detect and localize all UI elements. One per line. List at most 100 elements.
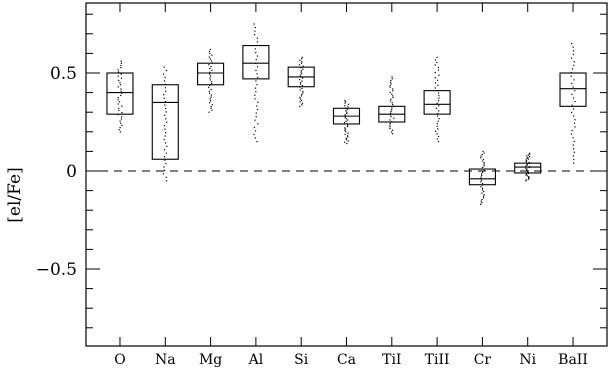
- box-iqr: [197, 62, 225, 86]
- data-point: [482, 195, 485, 197]
- data-point: [120, 62, 123, 64]
- x-tick-label: Na: [155, 352, 176, 368]
- data-point: [163, 166, 165, 168]
- data-point: [390, 131, 393, 133]
- data-point: [163, 66, 165, 68]
- data-point: [256, 83, 258, 86]
- data-point: [480, 157, 482, 159]
- data-point: [210, 60, 212, 62]
- data-point: [165, 90, 167, 92]
- data-point: [163, 97, 165, 99]
- data-point: [301, 84, 304, 87]
- data-point: [120, 90, 122, 92]
- data-point: [526, 157, 528, 159]
- data-point: [256, 55, 259, 57]
- data-point: [438, 95, 440, 97]
- data-point: [256, 41, 259, 43]
- data-point: [301, 80, 303, 82]
- data-point: [390, 112, 392, 114]
- data-point: [574, 100, 576, 103]
- data-point: [526, 163, 528, 165]
- data-point: [117, 99, 119, 101]
- data-point: [211, 54, 213, 56]
- data-point: [389, 84, 391, 87]
- data-point: [392, 95, 394, 97]
- data-point: [254, 34, 256, 36]
- data-point: [165, 152, 168, 154]
- x-tick-label: Ca: [337, 352, 356, 368]
- data-point: [164, 87, 166, 89]
- data-point: [392, 103, 394, 106]
- y-tick-label: 0.5: [50, 64, 77, 84]
- data-point: [389, 100, 392, 102]
- box-iqr: [514, 162, 542, 174]
- data-point: [573, 108, 575, 110]
- data-point: [390, 115, 392, 118]
- data-point: [254, 137, 256, 139]
- data-point: [118, 79, 120, 82]
- data-point: [210, 75, 212, 77]
- data-point: [117, 75, 119, 77]
- data-point: [390, 110, 392, 112]
- data-point: [301, 73, 303, 75]
- data-point: [211, 69, 213, 71]
- data-point: [345, 137, 347, 139]
- box-iqr: [242, 45, 270, 80]
- data-point: [437, 66, 440, 69]
- data-point: [438, 74, 440, 76]
- data-point: [573, 122, 576, 124]
- data-point: [436, 115, 439, 117]
- box-iqr: [423, 90, 451, 115]
- data-point: [344, 141, 346, 143]
- data-point: [209, 84, 211, 87]
- data-point: [299, 105, 301, 107]
- data-point: [345, 120, 347, 122]
- data-point: [573, 140, 575, 143]
- data-point: [528, 176, 530, 178]
- data-point: [481, 173, 483, 175]
- data-point: [164, 159, 166, 161]
- data-point: [390, 79, 392, 81]
- data-point: [163, 73, 165, 75]
- data-point: [344, 102, 346, 104]
- data-point: [436, 125, 438, 127]
- data-point: [483, 162, 485, 164]
- x-tick-label: Si: [294, 352, 309, 368]
- data-point: [526, 164, 528, 166]
- data-point: [480, 181, 482, 183]
- data-point: [437, 112, 439, 115]
- data-point: [525, 179, 528, 181]
- data-point: [529, 156, 531, 158]
- data-point: [389, 119, 391, 121]
- box-tii: [378, 76, 406, 135]
- data-point: [525, 159, 527, 161]
- data-point: [570, 75, 572, 77]
- data-point: [389, 114, 392, 116]
- box-baii: [559, 43, 587, 164]
- data-point: [299, 96, 301, 99]
- data-point: [299, 81, 302, 84]
- data-point: [525, 174, 527, 176]
- data-point: [344, 133, 346, 136]
- y-axis-label: [el/Fe]: [5, 167, 25, 222]
- data-point: [570, 133, 573, 135]
- data-point: [210, 65, 212, 68]
- data-point: [298, 64, 301, 66]
- data-point: [437, 135, 440, 138]
- box-si: [287, 56, 315, 107]
- x-tick-label: Al: [248, 352, 264, 368]
- data-point: [481, 187, 484, 189]
- box-iqr: [151, 84, 179, 160]
- data-point: [209, 48, 212, 51]
- data-point: [573, 151, 575, 153]
- data-point: [121, 105, 123, 107]
- data-point: [437, 120, 439, 122]
- data-point: [528, 177, 530, 179]
- data-point: [344, 105, 346, 107]
- data-point: [344, 99, 346, 102]
- data-point: [301, 95, 303, 97]
- data-point: [118, 109, 120, 112]
- axes: −0.5 0 0.5 O Na Mg Al Si Ca TiI TiII Cr Ni BaII: [36, 3, 607, 368]
- data-point: [437, 92, 440, 94]
- data-point: [210, 88, 212, 90]
